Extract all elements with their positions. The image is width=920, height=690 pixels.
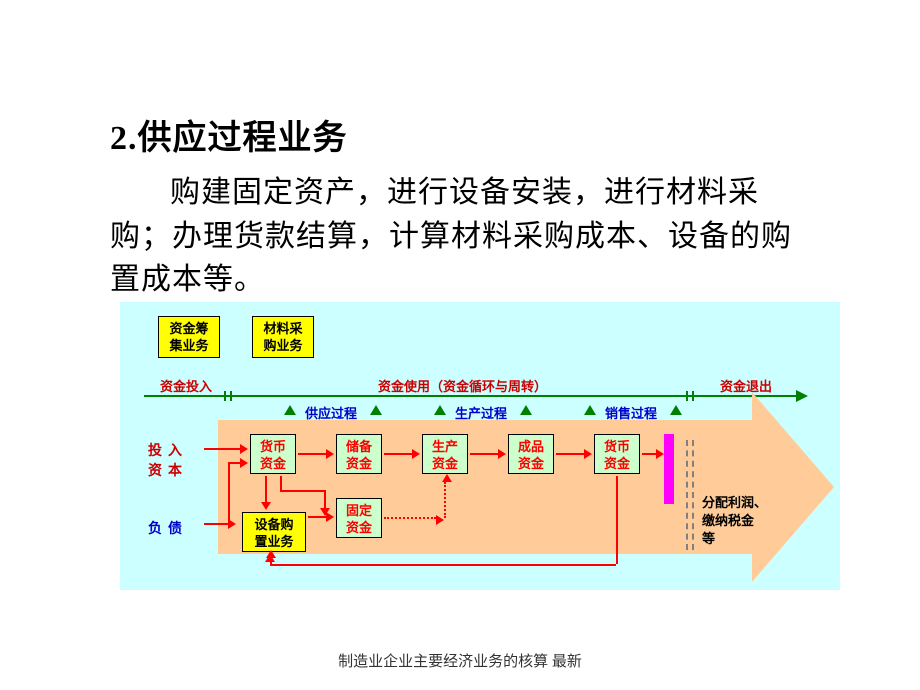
feedback-down — [616, 476, 618, 564]
equipment-purchase-box: 设备购置业务 — [242, 512, 306, 552]
timeline-label-use: 资金使用（资金循环与周转） — [378, 376, 547, 395]
input-arrow-debt-v — [228, 462, 230, 524]
timeline-tick — [686, 391, 688, 401]
feedback-arrowhead — [265, 554, 275, 562]
description-text: 购建固定资产，进行设备安装，进行材料采购；办理货款结算，计算材料采购成本、设备的… — [0, 159, 920, 302]
dashed-separator — [686, 440, 688, 550]
down-arrow-currency — [265, 476, 267, 502]
timeline-tick — [224, 391, 226, 401]
triangle-marker — [520, 405, 532, 415]
left-label-capital: 投入资本 — [148, 440, 188, 480]
h-segment — [280, 490, 324, 492]
timeline-tick — [230, 391, 232, 401]
page-title: 2.供应过程业务 — [0, 0, 920, 159]
flow-box-currency2: 货币资金 — [594, 434, 640, 474]
triangle-marker — [584, 405, 596, 415]
triangle-marker — [370, 405, 382, 415]
flow-arrow — [298, 453, 326, 455]
dotted-h — [384, 517, 436, 519]
flow-arrow — [384, 453, 412, 455]
dotted-up — [444, 482, 446, 518]
input-arrow-capital — [204, 448, 240, 450]
yellow-box-material-purchase: 材料采购业务 — [252, 316, 314, 358]
triangle-marker — [284, 405, 296, 415]
v-segment — [280, 476, 282, 490]
magenta-bar — [664, 434, 674, 504]
v-segment-2 — [324, 490, 326, 508]
flow-box-currency1: 货币资金 — [250, 434, 296, 474]
dashed-separator — [692, 440, 694, 550]
input-arrow-debt-h2 — [228, 462, 240, 464]
timeline-line — [144, 395, 796, 397]
triangle-marker — [670, 405, 682, 415]
flow-arrow — [556, 453, 584, 455]
flow-box-production: 生产资金 — [422, 434, 468, 474]
fixed-asset-box: 固定资金 — [336, 498, 382, 538]
to-fixed-arrow — [308, 516, 326, 518]
flow-arrow — [470, 453, 498, 455]
flowchart-diagram: 资金筹集业务 材料采购业务 资金投入 资金使用（资金循环与周转） 资金退出 供应… — [120, 302, 840, 590]
input-arrow-debt-seg — [204, 523, 228, 525]
timeline-label-input: 资金投入 — [160, 376, 212, 395]
triangle-marker — [434, 405, 446, 415]
flow-box-finished: 成品资金 — [508, 434, 554, 474]
timeline-tick — [692, 391, 694, 401]
feedback-h — [270, 564, 616, 566]
flow-arrow — [642, 453, 656, 455]
left-label-debt: 负债 — [148, 518, 188, 538]
footer-text: 制造业企业主要经济业务的核算 最新 — [0, 653, 920, 673]
yellow-box-fundraising: 资金筹集业务 — [158, 316, 220, 358]
result-text: 分配利润、 缴纳税金 等 — [702, 494, 767, 549]
arrow-head — [752, 392, 834, 582]
flow-box-reserve: 储备资金 — [336, 434, 382, 474]
